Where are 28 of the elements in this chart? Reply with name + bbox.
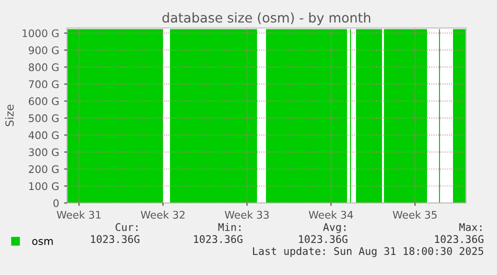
y-tick-label: 100 G: [29, 182, 59, 190]
text: 1023.36G: [194, 235, 242, 244]
y-tick-label: 200 G: [28, 165, 59, 174]
text: 1023.36G: [91, 235, 140, 244]
y-tick-label: 300 G: [28, 148, 59, 156]
x-tick-label: Week 33: [224, 210, 269, 219]
x-tick-label: Week 35: [392, 210, 437, 219]
text: Last update: Sun Aug 31 18:00:30 2025: [253, 246, 484, 258]
text: 1023.36G: [435, 235, 484, 244]
chart-title: database size (osm) - by month: [162, 12, 370, 26]
text: Avg:: [323, 223, 346, 234]
y-tick-label: 1000 G: [22, 29, 59, 38]
y-tick-label: 600 G: [28, 97, 59, 106]
y-tick-label: 900 G: [28, 46, 59, 54]
y-tick-label: 800 G: [28, 63, 59, 72]
x-tick-label: Week 31: [56, 210, 101, 219]
y-tick-label: 0: [53, 199, 59, 208]
text: Max:: [459, 223, 482, 232]
y-axis-title: Size: [5, 104, 14, 126]
text: 1023.36G: [299, 235, 348, 244]
x-tick-label: Week 32: [140, 210, 185, 219]
x-tick-label: Week 34: [308, 210, 353, 219]
text: Cur:: [116, 223, 138, 232]
legend-label: osm: [32, 239, 53, 246]
y-tick-label: 400 G: [28, 131, 59, 140]
y-tick-label: 700 G: [28, 80, 59, 88]
text: Min:: [218, 222, 240, 231]
y-tick-label: 500 G: [28, 114, 59, 122]
